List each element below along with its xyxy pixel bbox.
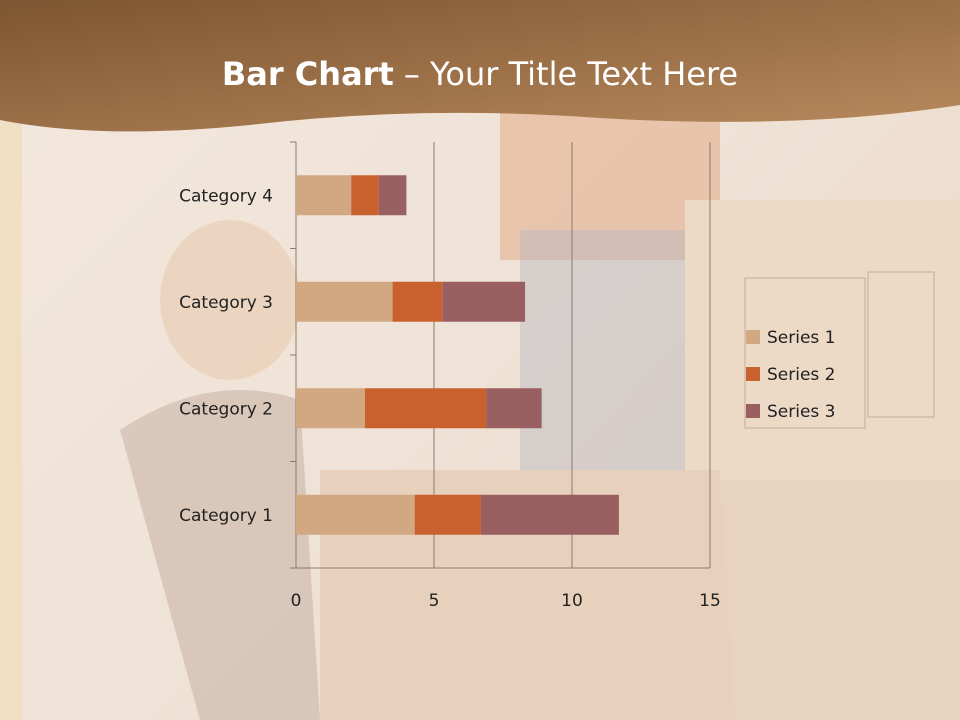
bar-series-2 bbox=[365, 388, 487, 429]
bar-series-2 bbox=[414, 494, 481, 535]
category-label: Category 2 bbox=[179, 399, 273, 419]
x-tick-label: 10 bbox=[561, 591, 583, 611]
bar-series-3 bbox=[442, 281, 526, 322]
woman-body bbox=[120, 390, 320, 720]
x-tick-label: 15 bbox=[699, 591, 721, 611]
slide-title: Bar Chart – Your Title Text Here bbox=[0, 55, 960, 93]
door-frame bbox=[0, 110, 22, 720]
x-tick-label: 5 bbox=[429, 591, 440, 611]
bar-series-1 bbox=[296, 388, 365, 429]
box-right bbox=[685, 200, 960, 500]
man-jeans bbox=[520, 230, 700, 470]
x-tick-label: 0 bbox=[291, 591, 302, 611]
bar-series-3 bbox=[486, 388, 542, 429]
legend-swatch bbox=[746, 330, 760, 344]
category-label: Category 4 bbox=[179, 186, 273, 206]
title-rest: – Your Title Text Here bbox=[393, 55, 739, 93]
man-shirt bbox=[500, 100, 720, 260]
bar-series-3 bbox=[480, 494, 619, 535]
legend-label: Series 2 bbox=[767, 365, 836, 385]
title-bold: Bar Chart bbox=[221, 55, 394, 93]
category-label: Category 1 bbox=[179, 506, 273, 526]
box-right-lower bbox=[720, 480, 960, 720]
bar-series-3 bbox=[378, 175, 407, 216]
legend-swatch bbox=[746, 367, 760, 381]
header-band bbox=[0, 0, 960, 132]
bar-series-1 bbox=[296, 175, 352, 216]
bar-series-2 bbox=[392, 281, 443, 322]
box-checklist bbox=[867, 271, 935, 418]
woman-head bbox=[160, 220, 300, 380]
bar-series-2 bbox=[351, 175, 379, 216]
legend-label: Series 3 bbox=[767, 402, 836, 422]
bar-series-1 bbox=[296, 281, 393, 322]
legend-swatch bbox=[746, 404, 760, 418]
legend-label: Series 1 bbox=[767, 328, 836, 348]
bar-series-1 bbox=[296, 494, 415, 535]
box-label bbox=[744, 277, 866, 429]
category-label: Category 3 bbox=[179, 293, 273, 313]
